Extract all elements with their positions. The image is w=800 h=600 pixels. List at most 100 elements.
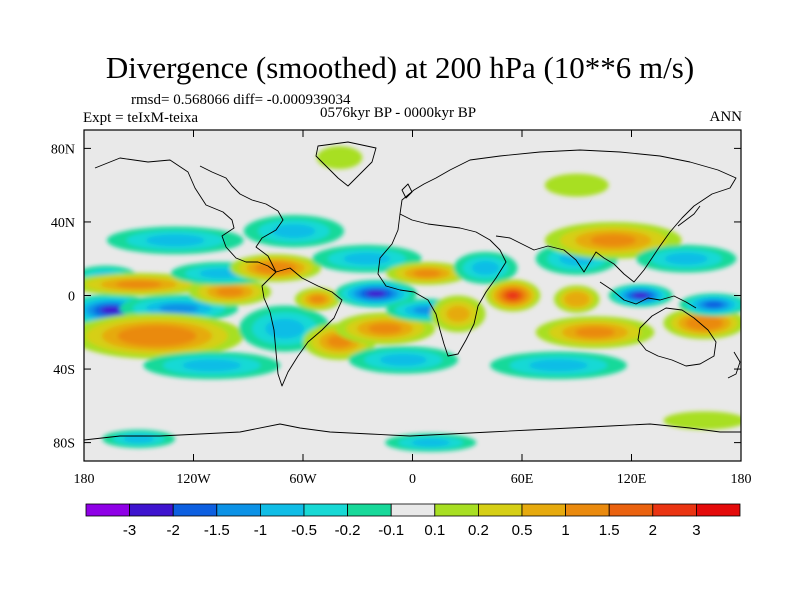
anomaly-contour xyxy=(115,280,162,289)
colorbar-label: 1 xyxy=(561,522,569,539)
colorbar-swatch xyxy=(696,503,741,517)
colorbar-label: 0.5 xyxy=(512,522,533,539)
x-tick-label: 120W xyxy=(176,472,211,487)
y-tick-label: 80N xyxy=(51,142,75,157)
colorbar-swatch xyxy=(259,503,305,517)
anomaly-feature xyxy=(453,251,518,285)
x-tick-label: 180 xyxy=(731,472,752,487)
anomaly-contour xyxy=(411,438,451,447)
anomaly-feature xyxy=(294,287,341,311)
colorbar-label: 0.1 xyxy=(424,522,445,539)
colorbar-swatch xyxy=(85,503,130,517)
colorbar-swatch xyxy=(303,503,348,517)
colorbar-label: -2 xyxy=(167,522,180,539)
anomaly-feature xyxy=(334,279,418,308)
y-tick-label: 0 xyxy=(68,290,75,305)
anomaly-contour xyxy=(145,234,205,247)
anomaly-contour xyxy=(379,353,427,366)
anomaly-contour xyxy=(100,306,122,314)
coast-antarctica xyxy=(84,423,741,441)
anomaly-contour xyxy=(366,290,386,297)
x-tick-label: 60E xyxy=(511,472,534,487)
anomaly-feature xyxy=(84,312,244,359)
colorbar-swatch xyxy=(521,503,566,517)
anomaly-feature xyxy=(544,173,609,197)
anomaly-contour xyxy=(693,318,716,328)
anomaly-feature xyxy=(312,244,422,273)
colorbar-label: 1.5 xyxy=(599,522,620,539)
colorbar-swatch xyxy=(434,503,479,517)
x-tick-label: 60W xyxy=(289,472,317,487)
colorbar-swatch xyxy=(608,503,654,517)
anomaly-contour xyxy=(123,434,155,443)
coast-new-zealand xyxy=(727,351,741,379)
anomaly-feature xyxy=(230,254,322,282)
season-label: ANN xyxy=(709,109,743,125)
anomaly-contour xyxy=(413,269,441,278)
y-tick-label: 80S xyxy=(53,437,75,452)
anomaly-contour xyxy=(325,150,354,165)
anomaly-contour xyxy=(133,329,181,343)
coast-indonesia xyxy=(599,281,697,309)
colorbar-label: -0.2 xyxy=(335,522,361,539)
anomaly-contour xyxy=(265,318,305,339)
coast-greenland xyxy=(315,141,377,187)
anomaly-contour xyxy=(446,306,470,322)
coastlines xyxy=(84,141,741,441)
colorbar-label: -0.5 xyxy=(291,522,317,539)
colorbar-swatch xyxy=(172,503,218,517)
anomaly-contour xyxy=(471,261,500,275)
colorbar-label: -3 xyxy=(123,522,136,539)
colorbar: -3 -2 -1.5 -1 -0.5 -0.2 -0.1 0.1 0.2 0.5 1 1.5 2 3 xyxy=(85,503,741,539)
anomaly-contour xyxy=(569,294,585,304)
period-label: 0576kyr BP - 0000kyr BP xyxy=(320,105,477,121)
colorbar-label: -1 xyxy=(254,522,267,539)
anomaly-contour xyxy=(368,323,402,334)
colorbar-swatch xyxy=(347,503,392,517)
anomaly-feature xyxy=(102,429,176,449)
anomaly-contour xyxy=(343,252,391,265)
anomaly-feature xyxy=(553,285,600,313)
y-tick-label: 40N xyxy=(51,216,75,231)
anomaly-feature xyxy=(243,215,345,248)
coast-north-america xyxy=(94,157,284,273)
colorbar-swatch xyxy=(565,503,610,517)
coast-eurasia xyxy=(399,149,737,283)
anomaly-feature xyxy=(544,221,682,259)
anomaly-feature xyxy=(430,295,486,333)
y-axis: 80N 40N 0 40S 80S xyxy=(51,142,741,452)
colorbar-label: 0.2 xyxy=(468,522,489,539)
colorbar-label: -0.1 xyxy=(378,522,404,539)
colorbar-label: 2 xyxy=(649,522,657,539)
anomaly-feature xyxy=(143,351,281,380)
anomaly-contour xyxy=(557,178,596,193)
anomaly-contour xyxy=(272,224,316,239)
divergence-field xyxy=(84,146,741,452)
anomaly-feature xyxy=(188,278,272,306)
stats-label: rmsd= 0.568066 diff= -0.000939034 xyxy=(131,92,351,108)
anomaly-contour xyxy=(590,234,637,247)
anomaly-feature xyxy=(663,411,741,430)
coast-south-america xyxy=(261,267,343,387)
anomaly-feature xyxy=(679,293,741,317)
colorbar-swatch xyxy=(477,503,523,517)
x-tick-label: 0 xyxy=(409,472,416,487)
x-axis: 180 120W 60W 0 60E 120E 180 xyxy=(74,130,752,487)
chart-title: Divergence (smoothed) at 200 hPa (10**6 … xyxy=(105,50,695,85)
anomaly-feature xyxy=(535,316,655,349)
anomaly-contour xyxy=(263,264,289,272)
anomaly-contour xyxy=(575,326,615,338)
colorbar-swatch xyxy=(652,503,697,517)
experiment-label: Expt = teIxM-teixa xyxy=(83,110,199,126)
anomaly-feature xyxy=(84,272,208,296)
colorbar-swatch xyxy=(129,503,174,517)
x-tick-label: 180 xyxy=(74,472,95,487)
anomaly-contour xyxy=(679,415,730,427)
anomaly-contour xyxy=(309,295,326,304)
x-tick-label: 120E xyxy=(617,472,647,487)
anomaly-feature xyxy=(608,284,673,307)
anomaly-feature xyxy=(385,433,477,452)
colorbar-label: -1.5 xyxy=(204,522,230,539)
anomaly-feature xyxy=(316,146,363,170)
